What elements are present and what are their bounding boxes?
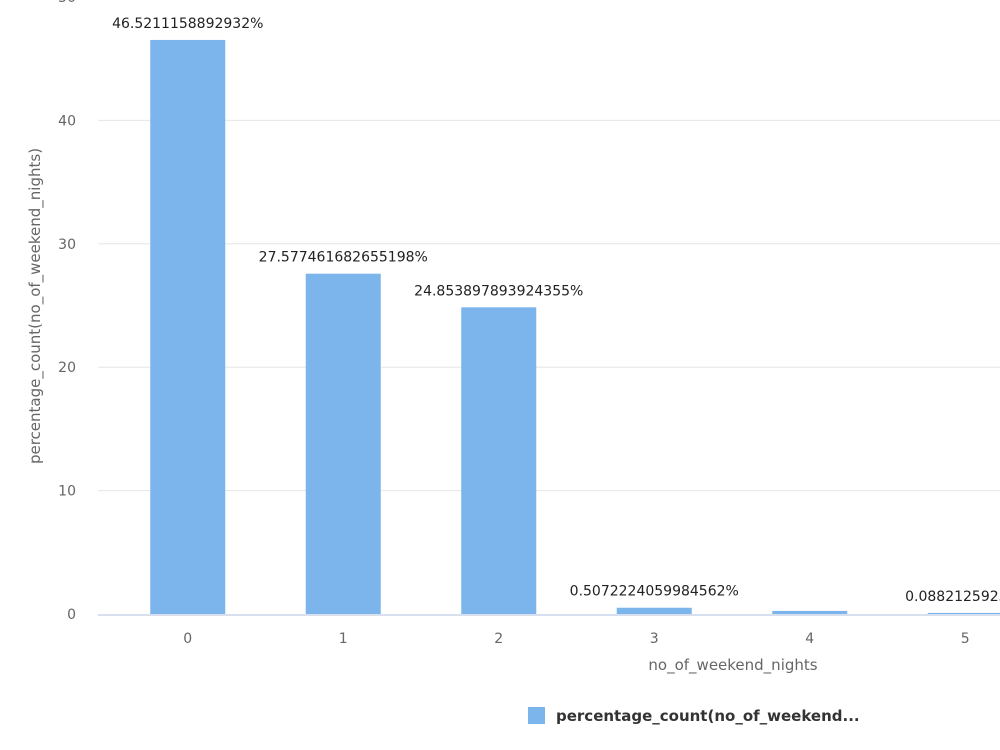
- x-tick-label: 4: [805, 631, 814, 647]
- bar[interactable]: [772, 610, 848, 614]
- x-tick-label: 3: [650, 631, 659, 647]
- legend-swatch: [528, 707, 545, 724]
- bars: [150, 39, 1000, 614]
- legend[interactable]: percentage_count(no_of_weekend...: [528, 707, 860, 725]
- y-axis-title: percentage_count(no_of_weekend_nights): [26, 148, 45, 464]
- bar[interactable]: [927, 612, 1000, 614]
- y-tick-label: 20: [58, 360, 76, 376]
- x-tick-label: 2: [494, 631, 503, 647]
- data-label: 0.5072224059984562%: [570, 584, 739, 600]
- data-label: 27.577461682655198%: [259, 250, 428, 266]
- y-tick-label: 30: [58, 237, 76, 253]
- bar[interactable]: [461, 307, 537, 614]
- legend-label[interactable]: percentage_count(no_of_weekend...: [556, 707, 860, 725]
- y-tick-label: 50: [58, 0, 76, 6]
- y-tick-label: 0: [67, 607, 76, 623]
- x-tick-label: 5: [961, 631, 970, 647]
- gridlines: [98, 119, 1000, 492]
- data-label: 24.853897893924355%: [414, 283, 583, 299]
- x-axis-ticks: 0 1 2 3 4 5: [183, 631, 969, 647]
- data-labels: 46.5211158892932% 27.577461682655198% 24.8…: [112, 16, 1000, 605]
- x-tick-label: 1: [339, 631, 348, 647]
- y-axis-ticks: 0 10 20 30 40 50: [58, 0, 76, 623]
- bar[interactable]: [616, 607, 692, 614]
- x-axis-title: no_of_weekend_nights: [648, 656, 817, 675]
- y-tick-label: 40: [58, 113, 76, 129]
- x-tick-label: 0: [183, 631, 192, 647]
- bar[interactable]: [305, 273, 381, 614]
- bar[interactable]: [150, 39, 226, 614]
- y-tick-label: 10: [58, 484, 76, 500]
- data-label: 46.5211158892932%: [112, 16, 263, 32]
- data-label: 0.088212592347: [905, 589, 1000, 605]
